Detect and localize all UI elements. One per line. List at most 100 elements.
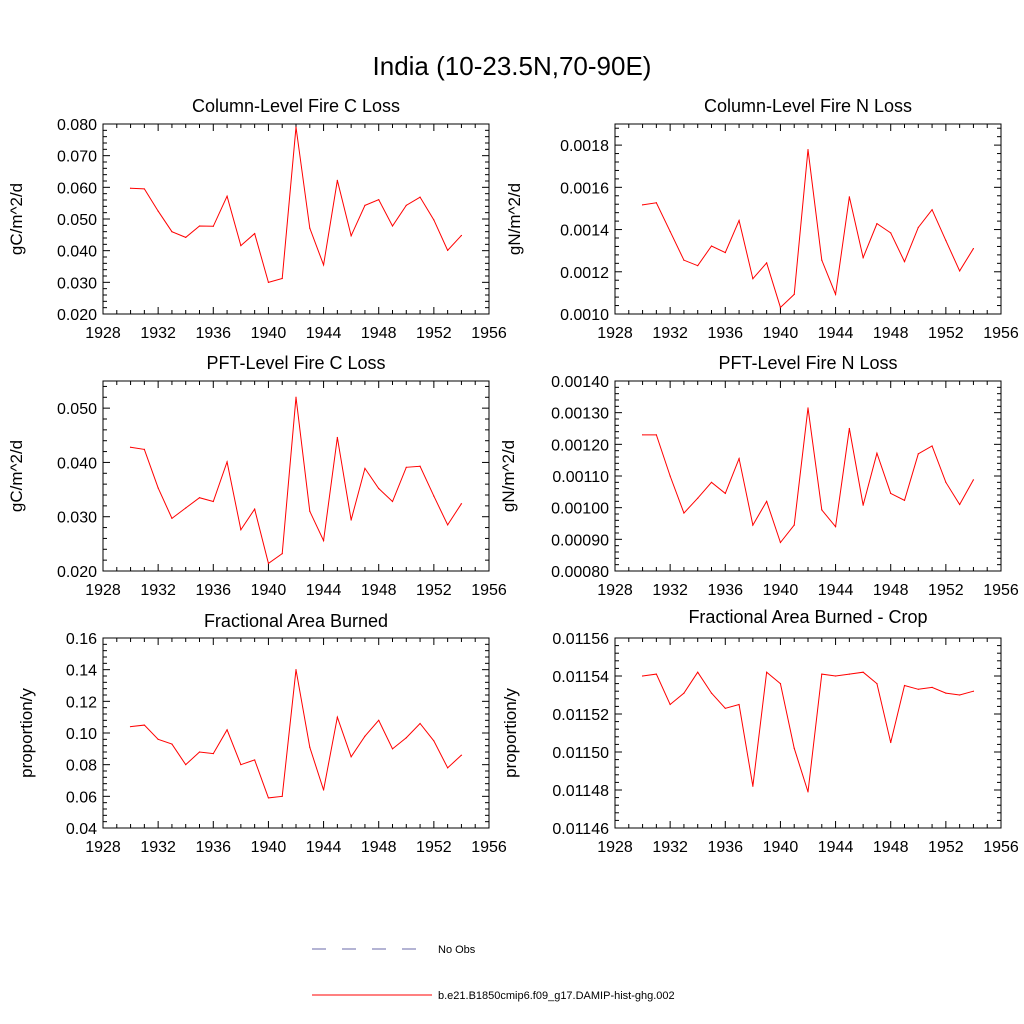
x-tick-label: 1936 — [707, 325, 743, 342]
data-point — [655, 673, 657, 675]
x-tick-label: 1940 — [251, 839, 287, 856]
x-tick-label: 1940 — [251, 325, 287, 342]
x-tick-label: 1948 — [361, 839, 397, 856]
data-point — [309, 746, 311, 748]
data-point — [931, 686, 933, 689]
y-axis-label: proportion/y — [501, 688, 520, 778]
data-point — [848, 427, 850, 430]
data-point — [419, 722, 421, 725]
data-point — [378, 487, 380, 490]
data-point — [460, 503, 463, 505]
y-tick-label: 0.08 — [66, 758, 97, 775]
x-tick-label: 1928 — [597, 582, 633, 599]
data-point — [821, 673, 823, 675]
data-point — [931, 209, 933, 211]
data-point — [807, 407, 809, 409]
data-point — [697, 497, 699, 499]
data-point — [198, 497, 201, 499]
legend-entry-model-run: b.e21.B1850cmip6.f09_g17.DAMIP-hist-ghg.… — [312, 990, 675, 1002]
x-tick-label: 1928 — [85, 325, 121, 342]
data-point — [433, 740, 435, 742]
data-point — [254, 759, 256, 761]
y-tick-label: 0.040 — [57, 244, 97, 261]
data-point — [198, 751, 201, 753]
data-point — [336, 436, 338, 439]
x-tick-label: 1948 — [873, 839, 909, 856]
data-point — [129, 726, 132, 728]
data-point — [890, 232, 892, 234]
x-tick-label: 1940 — [251, 582, 287, 599]
data-point — [336, 179, 338, 181]
data-point — [807, 148, 809, 151]
y-tick-label: 0.080 — [57, 117, 97, 134]
x-tick-label: 1936 — [195, 582, 231, 599]
data-point — [281, 795, 283, 797]
data-point — [683, 692, 685, 694]
data-point — [364, 204, 366, 206]
x-tick-label: 1932 — [652, 582, 688, 599]
data-point — [447, 767, 449, 769]
data-point — [336, 716, 338, 718]
data-point — [793, 747, 795, 749]
data-point — [683, 512, 685, 514]
x-tick-label: 1928 — [597, 325, 633, 342]
x-tick-label: 1944 — [306, 839, 342, 856]
x-tick-label: 1944 — [818, 582, 854, 599]
data-point — [267, 281, 270, 283]
data-point — [669, 703, 671, 706]
y-tick-label: 0.00120 — [551, 437, 609, 454]
data-point — [876, 683, 878, 685]
panel-title: Column-Level Fire N Loss — [704, 96, 912, 116]
data-point — [405, 204, 407, 206]
x-tick-label: 1936 — [195, 839, 231, 856]
y-tick-label: 0.00130 — [551, 406, 609, 423]
y-tick-label: 0.00090 — [551, 532, 609, 549]
data-point — [171, 743, 173, 745]
y-tick-label: 0.00140 — [551, 374, 609, 391]
data-point — [697, 671, 699, 673]
y-tick-label: 0.040 — [57, 455, 97, 472]
panel-title: Fractional Area Burned — [204, 611, 388, 631]
data-point — [752, 785, 754, 787]
x-tick-label: 1936 — [707, 582, 743, 599]
data-point — [821, 509, 823, 511]
data-point — [185, 764, 187, 766]
data-point — [295, 396, 297, 398]
data-point — [903, 684, 906, 687]
x-tick-label: 1948 — [361, 582, 397, 599]
panel-pft-fire-c-loss: PFT-Level Fire C Loss gC/m^2/d 1928 1932 1… — [7, 353, 507, 599]
data-point — [972, 479, 975, 481]
legend-entry-no-obs: No Obs — [312, 944, 476, 956]
data-point — [281, 277, 283, 280]
x-tick-label: 1952 — [928, 582, 964, 599]
y-tick-label: 0.01152 — [552, 707, 609, 724]
y-tick-label: 0.060 — [57, 180, 97, 197]
data-point — [959, 503, 961, 506]
data-point — [945, 481, 947, 483]
data-point — [710, 245, 713, 247]
x-tick-label: 1948 — [873, 325, 909, 342]
panel-column-fire-n-loss: Column-Level Fire N Loss gN/m^2/d 1928 19… — [505, 96, 1019, 342]
x-tick-label: 1952 — [416, 582, 452, 599]
x-tick-label: 1936 — [707, 839, 743, 856]
x-tick-label: 1944 — [306, 325, 342, 342]
data-point — [821, 259, 823, 261]
data-point — [143, 448, 145, 450]
panel-title: Column-Level Fire C Loss — [192, 96, 400, 116]
legend-label: b.e21.B1850cmip6.f09_g17.DAMIP-hist-ghg.… — [438, 990, 675, 1002]
data-point — [779, 541, 782, 544]
data-point — [848, 673, 850, 675]
data-point — [669, 230, 671, 233]
y-tick-label: 0.04 — [66, 821, 97, 838]
x-tick-label: 1944 — [306, 582, 342, 599]
data-point — [655, 202, 657, 204]
y-tick-label: 0.14 — [66, 663, 97, 680]
data-point — [447, 524, 449, 526]
figure-title: India (10-23.5N,70-90E) — [373, 51, 652, 81]
x-tick-label: 1952 — [928, 839, 964, 856]
panel-title: Fractional Area Burned - Crop — [688, 607, 927, 627]
y-tick-label: 0.0014 — [560, 223, 609, 240]
data-point — [391, 500, 394, 503]
data-point — [129, 187, 132, 189]
data-point — [917, 688, 919, 690]
